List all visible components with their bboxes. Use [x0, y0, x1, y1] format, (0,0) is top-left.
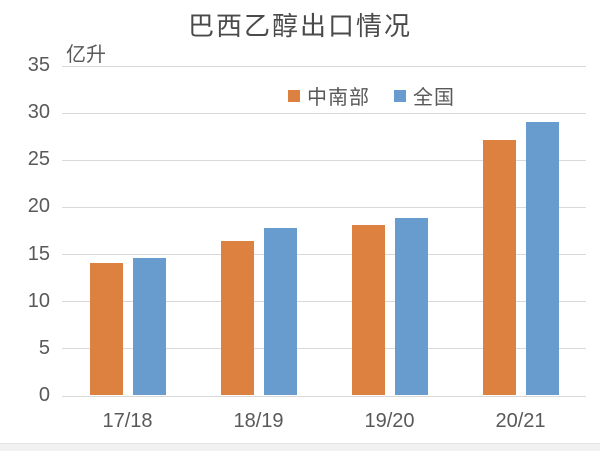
x-tick-label: 19/20	[364, 410, 415, 432]
y-tick-label: 0	[38, 384, 50, 406]
bar-全国-18/19	[263, 228, 297, 395]
gridline-y-0	[62, 395, 586, 397]
gridline-y-35	[62, 65, 586, 67]
gridline-y-25	[62, 159, 586, 161]
gridline-y-10	[62, 301, 586, 303]
x-tick-label: 17/18	[102, 410, 153, 432]
chart-title: 巴西乙醇出口情况	[187, 11, 412, 41]
y-tick-label: 15	[27, 242, 50, 265]
y-tick-label: 20	[27, 195, 50, 218]
plot-area	[62, 65, 586, 397]
gridline-y-5	[62, 348, 586, 350]
gridline-y-30	[62, 112, 586, 114]
bar-中南部-20/21	[482, 140, 516, 395]
legend-item-全国: 全国	[394, 81, 455, 110]
gridline-y-20	[62, 206, 586, 208]
bar-中南部-19/20	[351, 225, 385, 395]
y-tick-label: 10	[27, 289, 50, 312]
legend-swatch-icon	[394, 89, 406, 102]
gridline-y-15	[62, 254, 586, 256]
x-tick-label: 20/21	[495, 410, 546, 432]
bar-中南部-17/18	[89, 263, 123, 395]
legend-label: 全国	[413, 87, 455, 109]
bar-全国-20/21	[525, 121, 559, 395]
y-tick-label: 5	[38, 336, 50, 359]
legend: 中南部 全国	[288, 81, 455, 110]
y-tick-label: 35	[27, 54, 50, 76]
legend-label: 中南部	[307, 87, 370, 109]
bar-全国-19/20	[394, 217, 428, 395]
y-tick-label: 30	[27, 101, 50, 124]
x-tick-label: 18/19	[233, 410, 284, 432]
y-tick-label: 25	[27, 148, 50, 171]
y-axis-unit-label: 亿升	[66, 44, 106, 66]
bar-全国-17/18	[132, 258, 166, 395]
bar-中南部-18/19	[220, 241, 254, 395]
footer-band	[0, 443, 600, 451]
legend-swatch-icon	[288, 89, 300, 102]
legend-item-中南部: 中南部	[288, 81, 370, 110]
